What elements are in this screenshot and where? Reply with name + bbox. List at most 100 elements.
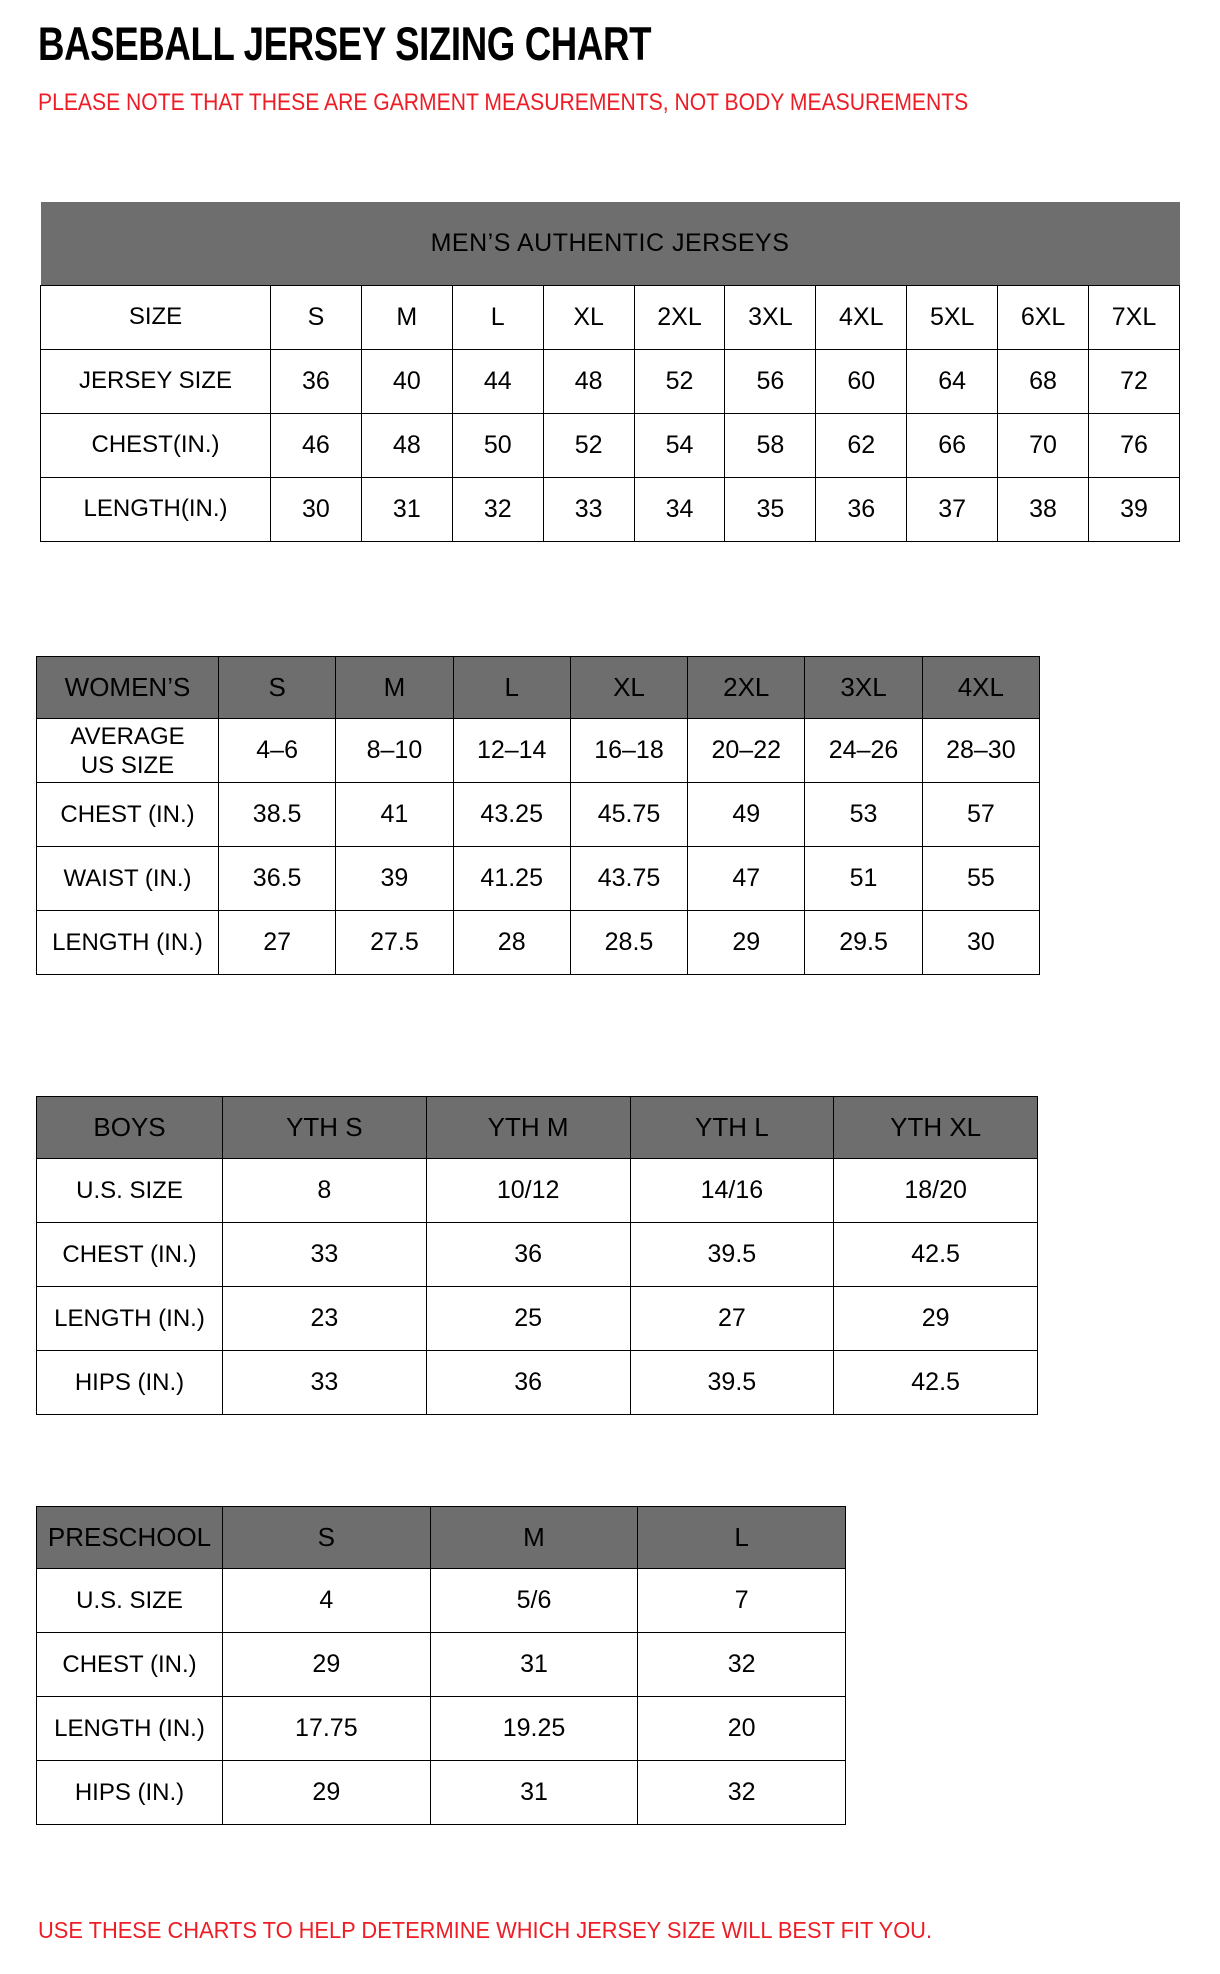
boys-row-label: U.S. SIZE [36,1158,223,1223]
preschool-cell: 5/6 [429,1568,639,1633]
table-row: CHEST(IN.) 46 48 50 52 54 58 62 66 70 76 [40,412,1180,478]
mens-col-header: 2XL [633,284,726,350]
boys-cell: 29 [833,1286,1038,1351]
preschool-corner-label: PRESCHOOL [36,1506,223,1569]
boys-cell: 8 [222,1158,427,1223]
mens-sizing-table: MEN’S AUTHENTIC JERSEYS SIZE S M L XL 2X… [40,202,1180,542]
table-row: LENGTH (IN.) 17.75 19.25 20 [36,1696,846,1761]
mens-cell: 33 [542,476,635,542]
womens-cell: 30 [921,910,1041,975]
mens-row-label: LENGTH(IN.) [40,476,271,542]
womens-cell: 4–6 [217,718,337,783]
mens-col-header: 4XL [815,284,908,350]
womens-row-label: AVERAGE US SIZE [36,718,219,783]
womens-cell: 36.5 [217,846,337,911]
mens-row-label: JERSEY SIZE [40,348,271,414]
womens-sizing-table: WOMEN’S S M L XL 2XL 3XL 4XL AVERAGE US … [36,656,1041,975]
preschool-col-header: S [222,1506,431,1569]
womens-cell: 29 [687,910,806,975]
mens-col-header: M [360,284,453,350]
table-row: LENGTH (IN.) 23 25 27 29 [36,1286,1038,1351]
womens-row-label: LENGTH (IN.) [36,910,219,975]
mens-col-header: 7XL [1088,284,1180,350]
mens-cell: 60 [815,348,908,414]
mens-cell: 40 [360,348,453,414]
boys-header-row: BOYS YTH S YTH M YTH L YTH XL [36,1096,1038,1159]
boys-cell: 42.5 [833,1350,1038,1415]
womens-cell: 12–14 [452,718,571,783]
womens-cell: 27.5 [335,910,454,975]
mens-cell: 34 [633,476,726,542]
womens-row-label-line1: AVERAGE [70,722,185,750]
womens-col-header: 3XL [804,656,923,719]
boys-col-header: YTH L [629,1096,835,1159]
womens-row-label: WAIST (IN.) [36,846,219,911]
mens-corner-label: SIZE [40,284,271,350]
preschool-row-label: CHEST (IN.) [36,1632,223,1697]
mens-cell: 48 [360,412,453,478]
boys-cell: 33 [222,1222,427,1287]
womens-header-row: WOMEN’S S M L XL 2XL 3XL 4XL [36,656,1041,719]
mens-cell: 68 [997,348,1090,414]
mens-cell: 62 [815,412,908,478]
womens-col-header: L [452,656,571,719]
boys-cell: 36 [425,1350,631,1415]
page-title: BASEBALL JERSEY SIZING CHART [38,17,652,70]
womens-cell: 43.75 [569,846,689,911]
womens-cell: 51 [804,846,923,911]
preschool-col-header: M [429,1506,639,1569]
boys-cell: 36 [425,1222,631,1287]
mens-cell: 37 [906,476,999,542]
womens-cell: 8–10 [335,718,454,783]
table-row: WAIST (IN.) 36.5 39 41.25 43.75 47 51 55 [36,846,1041,911]
preschool-cell: 29 [222,1632,431,1697]
womens-row-label: CHEST (IN.) [36,782,219,847]
table-row: JERSEY SIZE 36 40 44 48 52 56 60 64 68 7… [40,348,1180,414]
womens-cell: 20–22 [687,718,806,783]
preschool-row-label: U.S. SIZE [36,1568,223,1633]
mens-cell: 52 [633,348,726,414]
preschool-row-label: LENGTH (IN.) [36,1696,223,1761]
womens-row-label-line2: US SIZE [80,751,175,779]
boys-cell: 25 [425,1286,631,1351]
boys-row-label: LENGTH (IN.) [36,1286,223,1351]
boys-cell: 33 [222,1350,427,1415]
mens-cell: 31 [360,476,453,542]
table-row: CHEST (IN.) 29 31 32 [36,1632,846,1697]
womens-cell: 29.5 [804,910,923,975]
boys-sizing-table: BOYS YTH S YTH M YTH L YTH XL U.S. SIZE … [36,1096,1038,1415]
boys-cell: 14/16 [629,1158,835,1223]
preschool-header-row: PRESCHOOL S M L [36,1506,846,1569]
mens-row-label: CHEST(IN.) [40,412,271,478]
mens-cell: 36 [270,348,362,414]
mens-banner-label: MEN’S AUTHENTIC JERSEYS [40,202,1180,285]
preschool-cell: 32 [637,1760,846,1825]
womens-cell: 55 [921,846,1041,911]
table-row: LENGTH (IN.) 27 27.5 28 28.5 29 29.5 30 [36,910,1041,975]
footer-note: USE THESE CHARTS TO HELP DETERMINE WHICH… [38,1917,933,1943]
womens-corner-label: WOMEN’S [36,656,219,719]
mens-cell: 52 [542,412,635,478]
boys-cell: 18/20 [833,1158,1038,1223]
womens-cell: 16–18 [569,718,689,783]
mens-column-header-row: SIZE S M L XL 2XL 3XL 4XL 5XL 6XL 7XL [40,284,1180,350]
mens-cell: 44 [451,348,544,414]
mens-cell: 38 [997,476,1090,542]
boys-cell: 23 [222,1286,427,1351]
womens-cell: 53 [804,782,923,847]
table-row: U.S. SIZE 4 5/6 7 [36,1568,846,1633]
mens-cell: 76 [1088,412,1180,478]
mens-banner-row: MEN’S AUTHENTIC JERSEYS [40,202,1180,285]
preschool-col-header: L [637,1506,846,1569]
womens-col-header: XL [569,656,689,719]
womens-col-header: M [335,656,454,719]
boys-cell: 42.5 [833,1222,1038,1287]
womens-col-header: 2XL [687,656,806,719]
mens-cell: 72 [1088,348,1180,414]
mens-cell: 50 [451,412,544,478]
table-row: HIPS (IN.) 33 36 39.5 42.5 [36,1350,1038,1415]
boys-corner-label: BOYS [36,1096,223,1159]
womens-cell: 24–26 [804,718,923,783]
womens-cell: 28.5 [569,910,689,975]
preschool-row-label: HIPS (IN.) [36,1760,223,1825]
